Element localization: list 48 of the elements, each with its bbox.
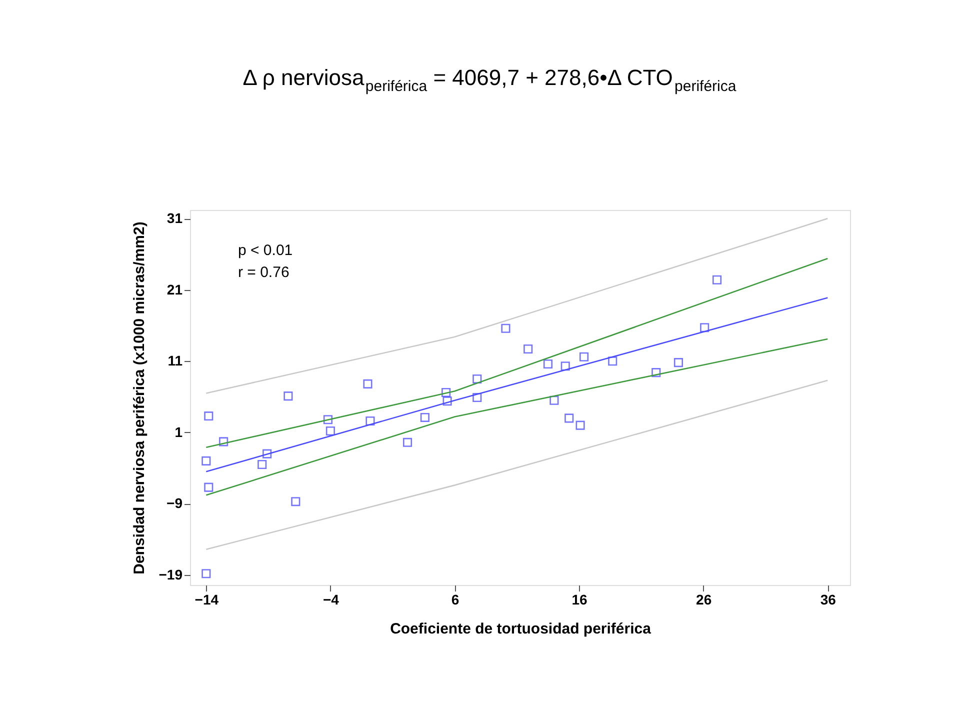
point (442, 388, 451, 398)
y-tick-label: −19 (158, 566, 183, 583)
point (550, 396, 559, 405)
point (442, 396, 452, 406)
point (323, 415, 332, 424)
point (579, 352, 589, 362)
point (326, 426, 335, 436)
point (202, 569, 211, 578)
x-tick-label: 36 (820, 592, 836, 608)
point (204, 482, 214, 492)
y-tick-label: 21 (166, 281, 183, 298)
y-axis-title: Densidad nerviosa periférica (x1000 micras/mm2) (130, 222, 148, 574)
point (219, 437, 228, 446)
point (501, 324, 510, 333)
x-tick-label: −4 (322, 592, 340, 608)
annotation: p < 0.01 (238, 242, 293, 259)
point (543, 359, 552, 369)
point (564, 414, 574, 423)
x-tick-label: 6 (451, 592, 460, 608)
point (674, 358, 683, 368)
point (291, 497, 300, 506)
y-tick-label: −9 (166, 495, 183, 512)
point (363, 379, 372, 388)
x-tick-label: 26 (696, 592, 712, 608)
point (202, 456, 211, 466)
point (402, 438, 412, 447)
point (524, 344, 533, 354)
point (284, 392, 293, 401)
y-tick-label: 11 (168, 352, 183, 369)
point (262, 449, 272, 458)
annotation: r = 0.76 (238, 264, 290, 281)
x-tick-label: −14 (194, 592, 219, 608)
point (204, 412, 214, 421)
point (472, 392, 482, 402)
point (576, 420, 585, 430)
point (258, 460, 267, 470)
point (700, 323, 710, 332)
y-tick-label: 31 (166, 210, 183, 226)
x-tick-label: 16 (572, 592, 588, 608)
point (420, 412, 430, 422)
point (472, 374, 482, 384)
x-axis-title: Coeficiente de tortuosidad periférica (390, 620, 652, 638)
point (366, 416, 375, 426)
point (560, 362, 570, 371)
point (652, 368, 661, 378)
point (608, 356, 618, 366)
point (712, 275, 722, 284)
y-tick-label: 1 (174, 424, 183, 440)
